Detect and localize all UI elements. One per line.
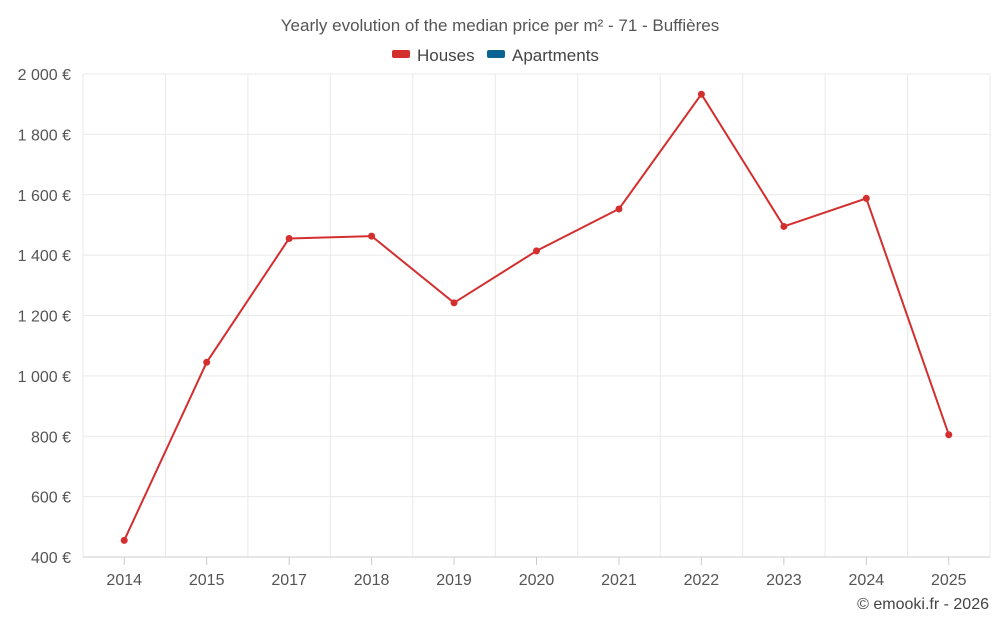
chart-title: Yearly evolution of the median price per… — [281, 16, 719, 35]
y-tick-label: 1 600 € — [18, 188, 71, 205]
legend-swatch-houses — [392, 50, 410, 58]
y-axis-labels: 400 € 600 € 800 € 1 000 € 1 200 € 1 400 € 1 60… — [18, 67, 71, 567]
x-tick-label: 2020 — [519, 572, 555, 589]
y-tick-label: 800 € — [31, 429, 71, 446]
legend: Houses Apartments — [392, 46, 599, 65]
x-gridlines — [82, 74, 991, 557]
y-tick-label: 400 € — [31, 550, 71, 567]
x-tick-label: 2019 — [436, 572, 472, 589]
legend-item-houses[interactable]: Houses — [392, 46, 475, 65]
x-tick-label: 2021 — [601, 572, 637, 589]
data-point-houses[interactable] — [120, 536, 128, 544]
y-tick-label: 1 200 € — [18, 309, 71, 326]
x-axis-labels: 2014 2015 2017 2018 2019 2020 2021 2022 2023 2024… — [106, 557, 967, 589]
legend-label-houses: Houses — [417, 46, 475, 65]
y-tick-label: 1 800 € — [18, 127, 71, 144]
x-tick-label: 2023 — [766, 572, 802, 589]
data-point-houses[interactable] — [203, 358, 211, 366]
x-tick-label: 2014 — [106, 572, 142, 589]
legend-swatch-apartments — [487, 50, 505, 58]
data-point-houses[interactable] — [945, 431, 953, 439]
x-tick-label: 2022 — [684, 572, 720, 589]
data-point-houses[interactable] — [285, 235, 293, 243]
data-point-houses[interactable] — [450, 299, 458, 307]
x-tick-label: 2015 — [189, 572, 225, 589]
x-tick-label: 2017 — [271, 572, 307, 589]
y-tick-label: 1 400 € — [18, 248, 71, 265]
data-point-houses[interactable] — [615, 205, 623, 213]
x-tick-label: 2025 — [931, 572, 967, 589]
y-tick-label: 2 000 € — [18, 67, 71, 84]
x-tick-label: 2018 — [354, 572, 390, 589]
series-group — [120, 90, 953, 544]
legend-label-apartments: Apartments — [512, 46, 599, 65]
data-point-houses[interactable] — [533, 247, 540, 255]
y-tick-label: 600 € — [31, 490, 71, 507]
y-gridlines — [83, 73, 990, 498]
data-point-houses[interactable] — [697, 90, 705, 98]
data-point-houses[interactable] — [862, 194, 870, 202]
x-tick-label: 2024 — [849, 572, 885, 589]
credit-text: © emooki.fr - 2026 — [857, 596, 989, 613]
legend-item-apartments[interactable]: Apartments — [487, 46, 599, 65]
data-point-houses[interactable] — [780, 222, 788, 230]
data-point-houses[interactable] — [368, 232, 376, 240]
y-tick-label: 1 000 € — [18, 369, 71, 386]
